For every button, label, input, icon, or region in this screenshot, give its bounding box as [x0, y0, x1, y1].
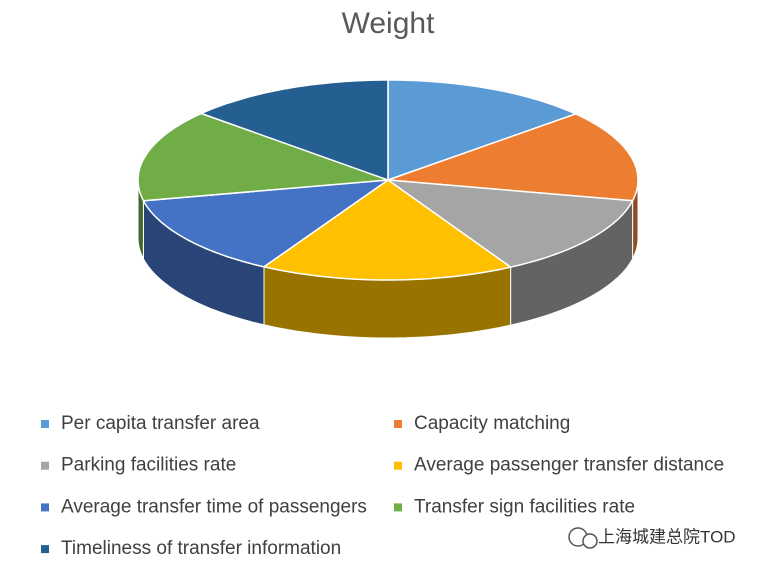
legend-swatch	[41, 503, 49, 512]
pie-slice	[137, 112, 389, 202]
pie-slice	[385, 179, 634, 268]
legend-label: Parking facilities rate	[61, 455, 236, 476]
legend-label: Average transfer time of passengers	[61, 496, 367, 517]
legend-swatch	[394, 420, 402, 428]
legend-label: Capacity matching	[414, 413, 570, 434]
legend-swatch	[41, 545, 49, 554]
pie-slice	[262, 179, 513, 281]
pie-slice	[387, 113, 639, 202]
watermark: 上海城建总院TOD	[598, 527, 736, 546]
legend-swatch	[394, 461, 402, 470]
legend-swatch	[394, 503, 402, 512]
legend-label: Transfer sign facilities rate	[414, 496, 635, 517]
legend-label: Average passenger transfer distance	[414, 455, 724, 476]
watermark-icon	[568, 527, 598, 549]
pie	[137, 79, 639, 339]
pie-slice	[142, 179, 391, 268]
pie-slice	[387, 79, 578, 182]
pie-slice	[199, 79, 389, 182]
chart-title: Weight	[342, 7, 435, 40]
legend-label: Per capita transfer area	[61, 413, 260, 434]
legend-swatch	[41, 461, 49, 470]
legend-label: Timeliness of transfer information	[61, 538, 341, 559]
legend-swatch	[41, 420, 49, 428]
